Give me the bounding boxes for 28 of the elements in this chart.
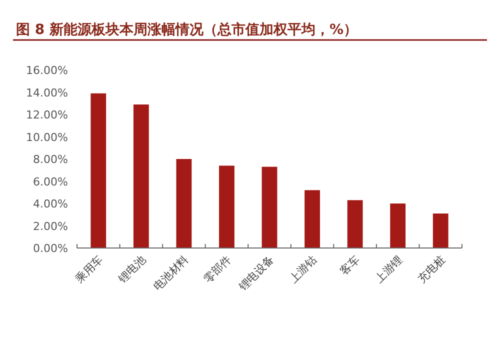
- y-tick-label: 12.00%: [26, 108, 68, 122]
- y-tick-label: 14.00%: [26, 86, 68, 100]
- y-tick-label: 10.00%: [26, 130, 68, 144]
- bar: [432, 214, 448, 248]
- chart-title: 图 8 新能源板块本周涨幅情况（总市值加权平均，%）: [16, 21, 358, 38]
- x-tick-label: 上游锂: [372, 252, 405, 286]
- bar: [176, 159, 192, 248]
- x-tick-label: 零部件: [201, 252, 234, 286]
- bar: [133, 104, 149, 248]
- x-tick-label: 乘用车: [72, 252, 106, 286]
- x-tick-label: 电池材料: [150, 252, 192, 294]
- x-tick-label: 锂电设备: [236, 252, 277, 294]
- x-tick-label: 充电桩: [415, 252, 448, 286]
- y-tick-label: 8.00%: [33, 153, 68, 166]
- y-tick-label: 2.00%: [33, 220, 68, 233]
- y-tick-label: 0.00%: [33, 242, 68, 255]
- bar: [304, 190, 320, 248]
- bar: [262, 166, 278, 248]
- bar: [347, 200, 363, 248]
- bar: [390, 204, 406, 248]
- y-tick-label: 6.00%: [33, 175, 68, 188]
- y-tick-label: 16.00%: [26, 64, 68, 77]
- x-tick-label: 客车: [337, 252, 362, 278]
- x-tick-label: 锂电池: [115, 252, 148, 286]
- bar: [219, 166, 234, 248]
- y-tick-label: 4.00%: [33, 198, 68, 210]
- bar: [90, 93, 106, 248]
- x-tick-label: 上游钴: [286, 252, 320, 286]
